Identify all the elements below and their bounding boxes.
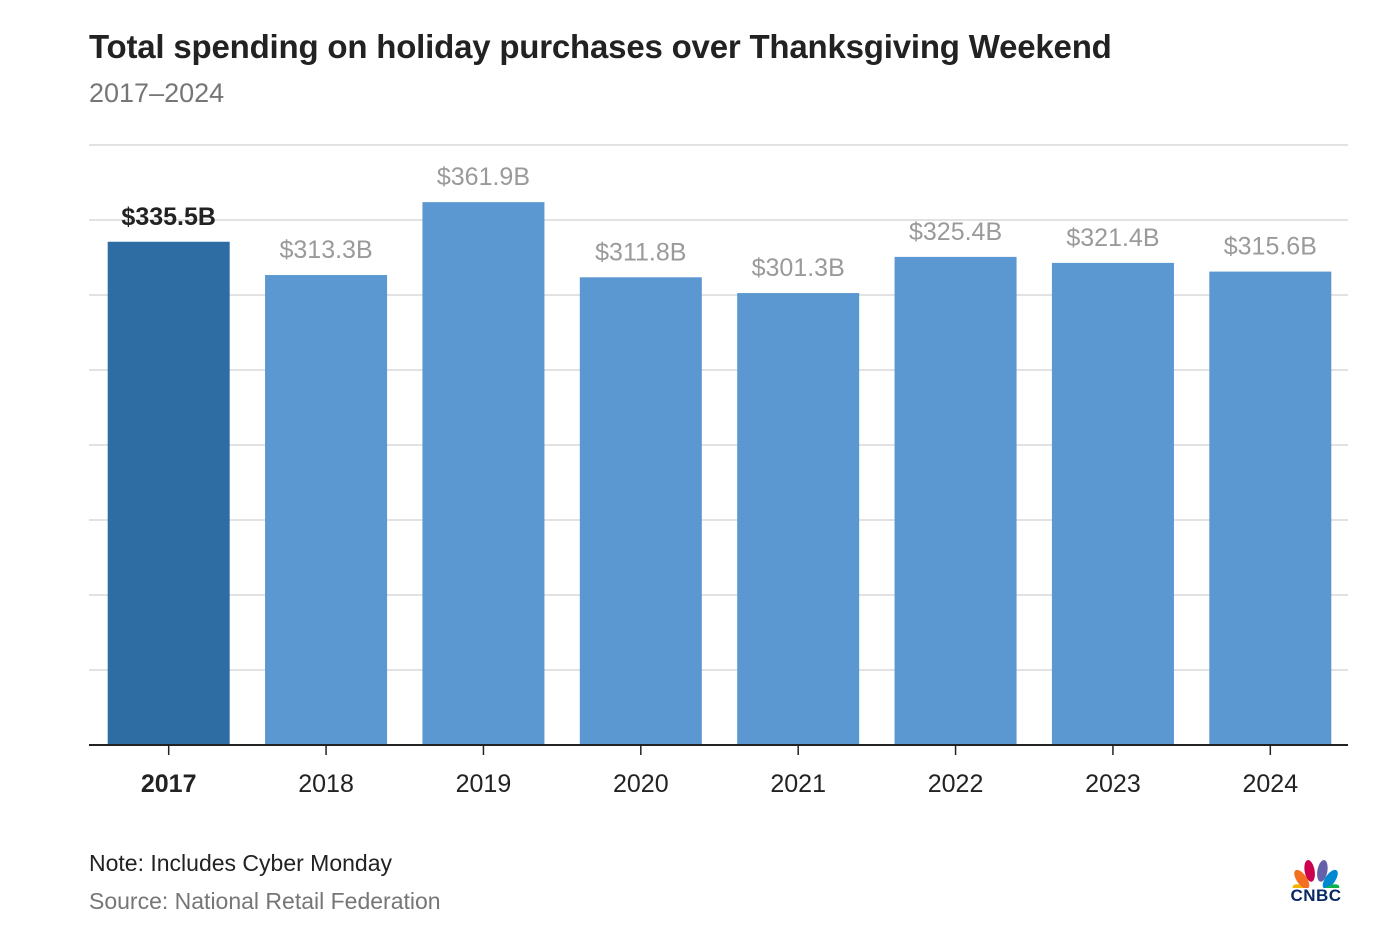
x-tick-label-2023: 2023 [1085,770,1141,798]
data-label-2024: $315.6B [1224,233,1317,261]
data-label-2023: $321.4B [1066,224,1159,252]
data-labels: $335.5B $313.3B $361.9B $311.8B $301.3B $325.… [121,163,1316,282]
x-tick-label-2018: 2018 [298,770,354,798]
x-tick-label-2017: 2017 [141,770,197,798]
x-tick-label-2021: 2021 [770,770,826,798]
bar-2022 [894,256,1017,745]
chart-source: Source: National Retail Federation [89,888,441,914]
x-tick-label-2019: 2019 [456,770,512,798]
bar-2024 [1209,271,1332,745]
data-label-2017: $335.5B [121,203,216,231]
x-tick-label-2020: 2020 [613,770,669,798]
x-tick-label-2022: 2022 [928,770,984,798]
bar-2021 [737,293,860,745]
data-label-2022: $325.4B [909,218,1002,246]
bar-2020 [579,277,702,745]
data-label-2020: $311.8B [595,238,686,266]
x-axis: 2017 2018 2019 2020 2021 2022 2023 2024 [89,744,1348,798]
data-label-2021: $301.3B [752,254,845,282]
bar-2019 [422,202,545,745]
x-tick-label-2024: 2024 [1243,770,1299,798]
bars [107,202,1332,745]
chart-title: Total spending on holiday purchases over… [89,28,1112,65]
logo-text: CNBC [1290,886,1342,905]
bar-2023 [1051,262,1174,745]
data-label-2018: $313.3B [279,236,372,264]
chart-note: Note: Includes Cyber Monday [89,850,392,876]
peacock-icon [1292,860,1340,899]
bar-chart: $335.5B $313.3B $361.9B $311.8B $301.3B $325.… [89,144,1348,798]
data-label-2019: $361.9B [437,163,530,191]
cnbc-logo: CNBC [1283,852,1349,908]
bar-2018 [265,275,388,745]
bar-2017 [107,241,230,745]
chart-subtitle: 2017–2024 [89,78,225,108]
